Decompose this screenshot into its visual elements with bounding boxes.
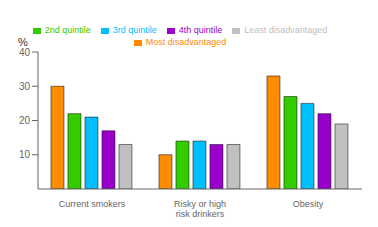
html-text:3rd quintile: 3rd quintile [112, 25, 157, 35]
svg-text:20: 20 [19, 115, 31, 126]
svg-text:%: % [18, 36, 28, 48]
html-text:Most disadvantaged: Most disadvantaged [145, 37, 227, 47]
svg-text:Current smokers: Current smokers [59, 199, 126, 209]
html-text:2nd quintile: 2nd quintile [44, 25, 91, 35]
html-text:Least disadvantaged: Least disadvantaged [244, 25, 328, 35]
svg-text:10: 10 [19, 149, 31, 160]
svg-text:30: 30 [19, 81, 31, 92]
svg-text:Obesity: Obesity [293, 199, 324, 209]
html-text:4th quintile: 4th quintile [178, 25, 223, 35]
svg-text:Risky or highrisk drinkers: Risky or highrisk drinkers [174, 199, 226, 219]
svg-text:40: 40 [19, 47, 31, 58]
